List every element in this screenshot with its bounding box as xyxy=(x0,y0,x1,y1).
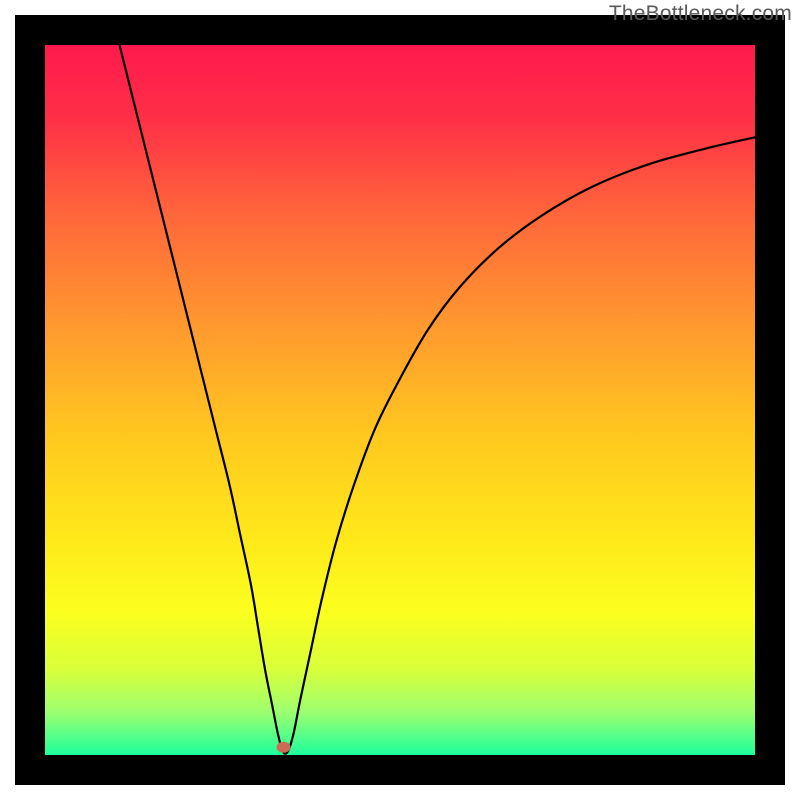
chart-frame: TheBottleneck.com xyxy=(0,0,800,800)
watermark-text: TheBottleneck.com xyxy=(609,2,792,26)
optimum-marker xyxy=(277,742,291,753)
chart-svg xyxy=(0,0,800,800)
plot-background-gradient xyxy=(45,45,755,755)
